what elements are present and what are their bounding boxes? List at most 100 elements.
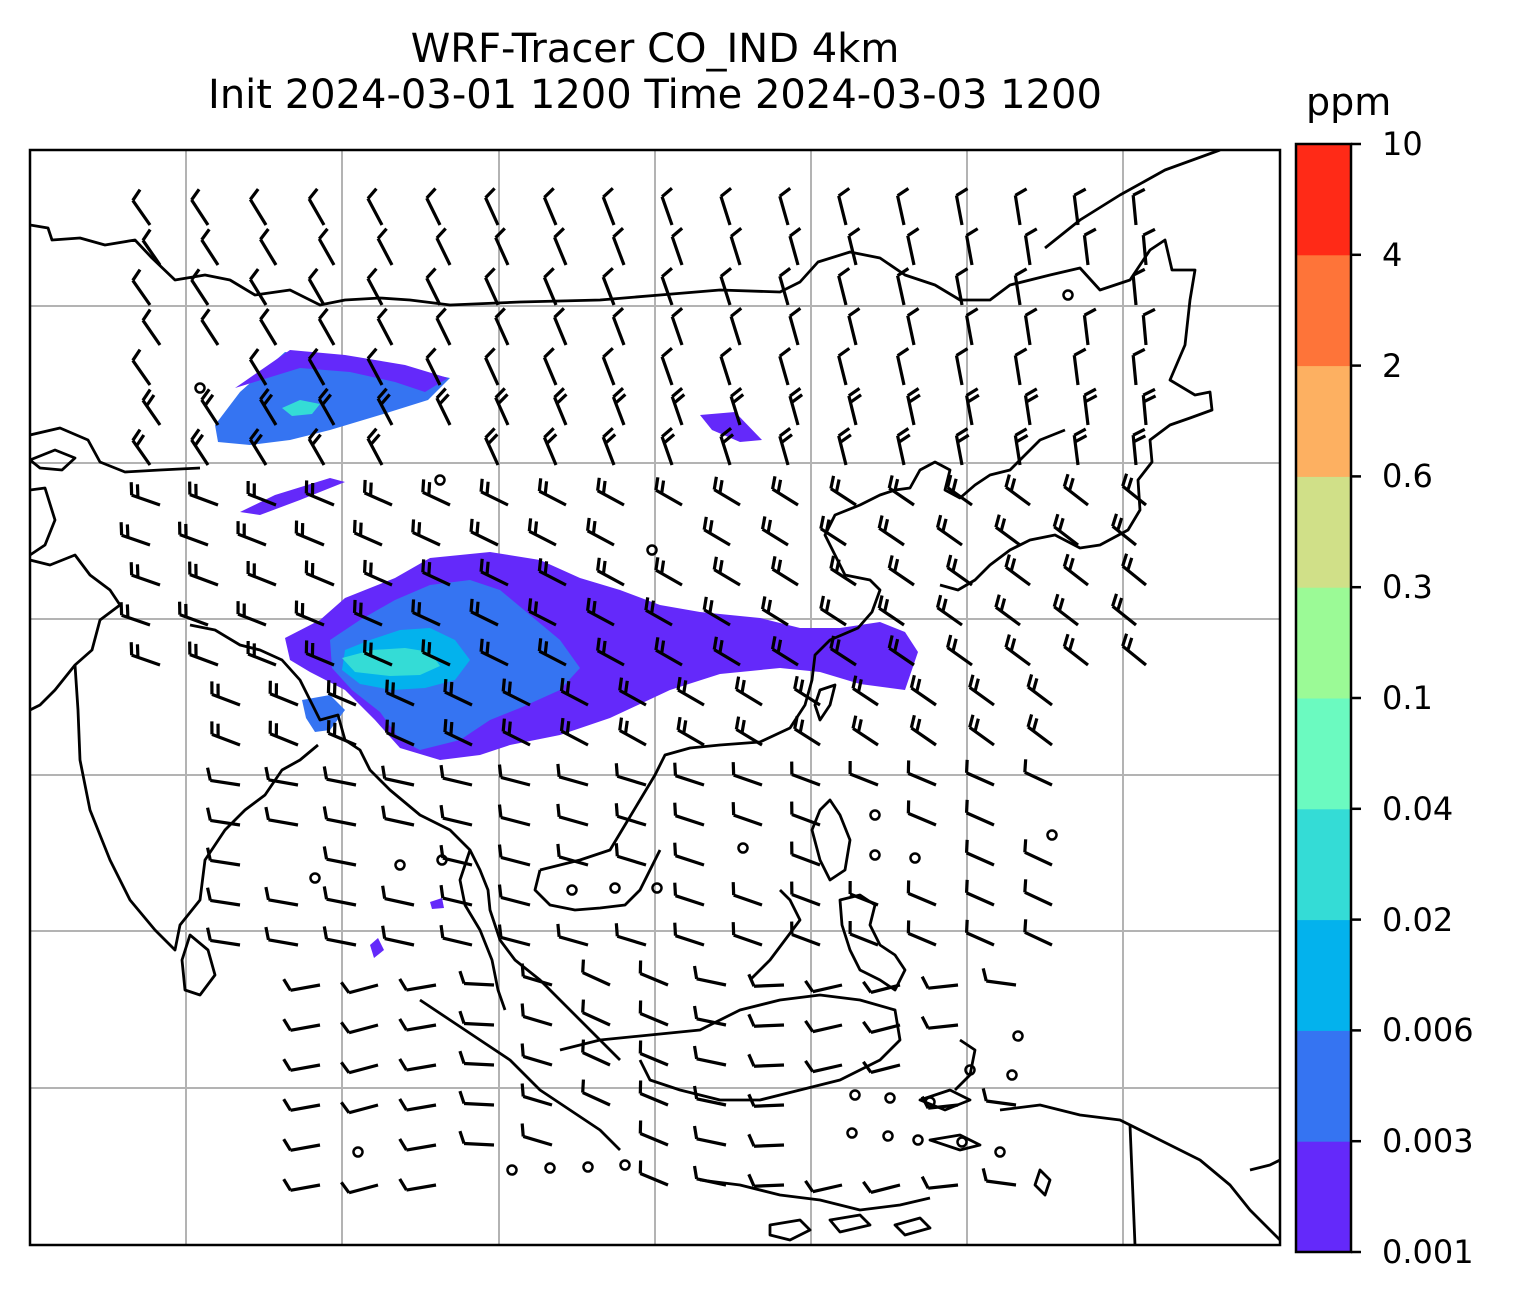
wind-barb [322, 926, 357, 947]
wind-barb [553, 387, 568, 426]
wind-barb [734, 676, 763, 707]
wind-barb [1141, 227, 1156, 266]
wind-barb [654, 477, 683, 507]
wind-barb [553, 307, 568, 346]
calm-marker [506, 1164, 518, 1176]
wind-barb [692, 1125, 727, 1147]
wind-barb [692, 1085, 727, 1107]
wind-barb [729, 227, 743, 266]
wind-barb [747, 973, 785, 988]
wind-barb [614, 843, 647, 867]
wind-barb [520, 1043, 553, 1067]
wind-barb [906, 800, 937, 827]
wind-barb [385, 679, 415, 707]
wind-barb [326, 720, 357, 747]
wind-barb [660, 427, 676, 466]
wind-barb [712, 476, 741, 507]
wind-barb [340, 981, 379, 995]
wind-barb [520, 1123, 553, 1147]
wind-barb [581, 959, 611, 987]
wind-barb [190, 428, 210, 466]
wind-barb [673, 882, 705, 907]
wind-barb [1121, 633, 1148, 667]
wind-barb [1062, 473, 1089, 507]
wind-barb [458, 1090, 495, 1107]
wind-barb [964, 759, 995, 787]
wind-barb [747, 1133, 785, 1148]
wind-barb [770, 636, 799, 667]
calm-marker [352, 1146, 364, 1158]
wind-barb [909, 674, 937, 707]
wind-barb [906, 760, 937, 787]
wind-barb [611, 307, 626, 346]
wind-barb [896, 347, 910, 386]
wind-barb [770, 556, 799, 587]
colorbar-segment [1296, 698, 1351, 810]
wind-barb [141, 388, 162, 426]
wind-barb [307, 187, 326, 226]
wind-barb [322, 766, 357, 787]
wind-barb [819, 515, 847, 547]
wind-barb [484, 427, 500, 466]
wind-barb [381, 805, 415, 827]
calm-marker [909, 852, 921, 864]
wind-barb [497, 884, 531, 907]
wind-barb [729, 387, 745, 426]
wind-barb [188, 641, 219, 667]
wind-barb [638, 1080, 669, 1107]
wind-barb [559, 677, 589, 707]
wind-barb [398, 1178, 437, 1192]
wind-barb [340, 1061, 379, 1075]
wind-barb [340, 1181, 379, 1195]
wind-barb [731, 762, 763, 787]
wind-barb [484, 267, 500, 306]
northern-plume-core [282, 400, 320, 416]
wind-barb [1023, 759, 1053, 787]
wind-barb [847, 387, 862, 426]
wind-barb [425, 267, 442, 306]
wind-barb [141, 228, 162, 266]
wind-barb [909, 714, 937, 747]
wind-barb [673, 762, 705, 787]
wind-barb [131, 348, 152, 386]
wind-barb [676, 716, 705, 747]
calm-marker [884, 1092, 896, 1104]
wind-barb [965, 387, 980, 426]
wind-barb [458, 1010, 495, 1027]
wind-barb [829, 555, 857, 587]
wind-barb [660, 187, 674, 226]
calm-marker [737, 842, 749, 854]
wind-barb [439, 884, 473, 907]
wind-barb [268, 720, 299, 747]
wind-barb [847, 227, 861, 266]
wind-barb [862, 980, 901, 994]
wind-barb [611, 387, 627, 426]
wind-barb [458, 970, 495, 987]
wind-barb [501, 718, 531, 747]
wind-barb [793, 675, 821, 707]
wind-barb [935, 594, 963, 627]
wind-barb [362, 559, 393, 587]
wind-barb [837, 347, 851, 386]
wind-barb [747, 1173, 785, 1188]
wind-barb [702, 516, 731, 547]
wind-barb [205, 887, 241, 907]
calm-marker [964, 1064, 976, 1076]
wind-barb [381, 885, 415, 907]
wind-barb [435, 227, 452, 266]
colorbar-tick-label: 10 [1382, 125, 1423, 163]
wind-barb [1023, 919, 1053, 947]
wind-barb [1141, 387, 1157, 426]
wind-barb [837, 427, 852, 466]
wind-barb [618, 677, 647, 707]
wind-barb [259, 228, 278, 266]
wind-barb [848, 920, 879, 947]
wind-barb [790, 761, 821, 787]
wind-barb [596, 557, 625, 587]
wind-barb [585, 597, 615, 627]
wind-barb [614, 923, 647, 947]
wind-barb [790, 881, 821, 907]
wind-barb [282, 1178, 321, 1192]
wind-barb [638, 960, 669, 987]
